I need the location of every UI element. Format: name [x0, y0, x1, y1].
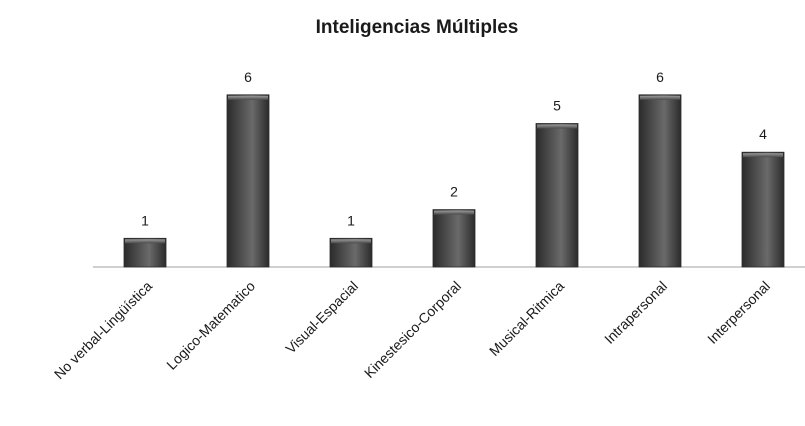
data-label-3: 2 [450, 184, 458, 200]
data-label-group: 1 6 1 2 5 6 4 [141, 69, 767, 229]
category-tick-label-2: Visual-Espacial [282, 278, 361, 357]
bar-cap-2 [331, 239, 371, 244]
bar-group [123, 94, 785, 268]
bar-cap-1 [228, 95, 268, 100]
data-label-4: 5 [553, 98, 561, 114]
data-label-2: 1 [347, 212, 355, 228]
bar-4 [535, 123, 579, 268]
category-tick-label-1: Logico-Matematico [163, 278, 258, 373]
bar-1 [226, 94, 270, 268]
category-tick-label-3: Kinestesico-Corporal [361, 278, 464, 381]
bar-cap-5 [640, 95, 680, 100]
data-label-1: 6 [244, 69, 252, 85]
category-tick-label-group: No verbal-Lingüística Logico-Matematico Vi… [51, 278, 773, 382]
bar-cap-0 [125, 239, 165, 244]
category-tick-label-6: Interpersonal [704, 278, 773, 347]
category-tick-label-5: Intrapersonal [601, 278, 670, 347]
bar-3 [432, 209, 476, 268]
bar-5 [638, 94, 682, 268]
data-label-6: 4 [759, 126, 767, 142]
category-tick-label-0: No verbal-Lingüística [51, 278, 155, 382]
data-label-0: 1 [141, 212, 149, 228]
data-label-5: 6 [656, 69, 664, 85]
category-tick-label-4: Musical-Ritmica [486, 278, 567, 359]
bar-6 [741, 151, 785, 268]
bar-cap-6 [743, 153, 783, 158]
bar-cap-4 [537, 124, 577, 129]
bar-cap-3 [434, 210, 474, 215]
chart-title: Inteligencias Múltiples [316, 17, 519, 38]
